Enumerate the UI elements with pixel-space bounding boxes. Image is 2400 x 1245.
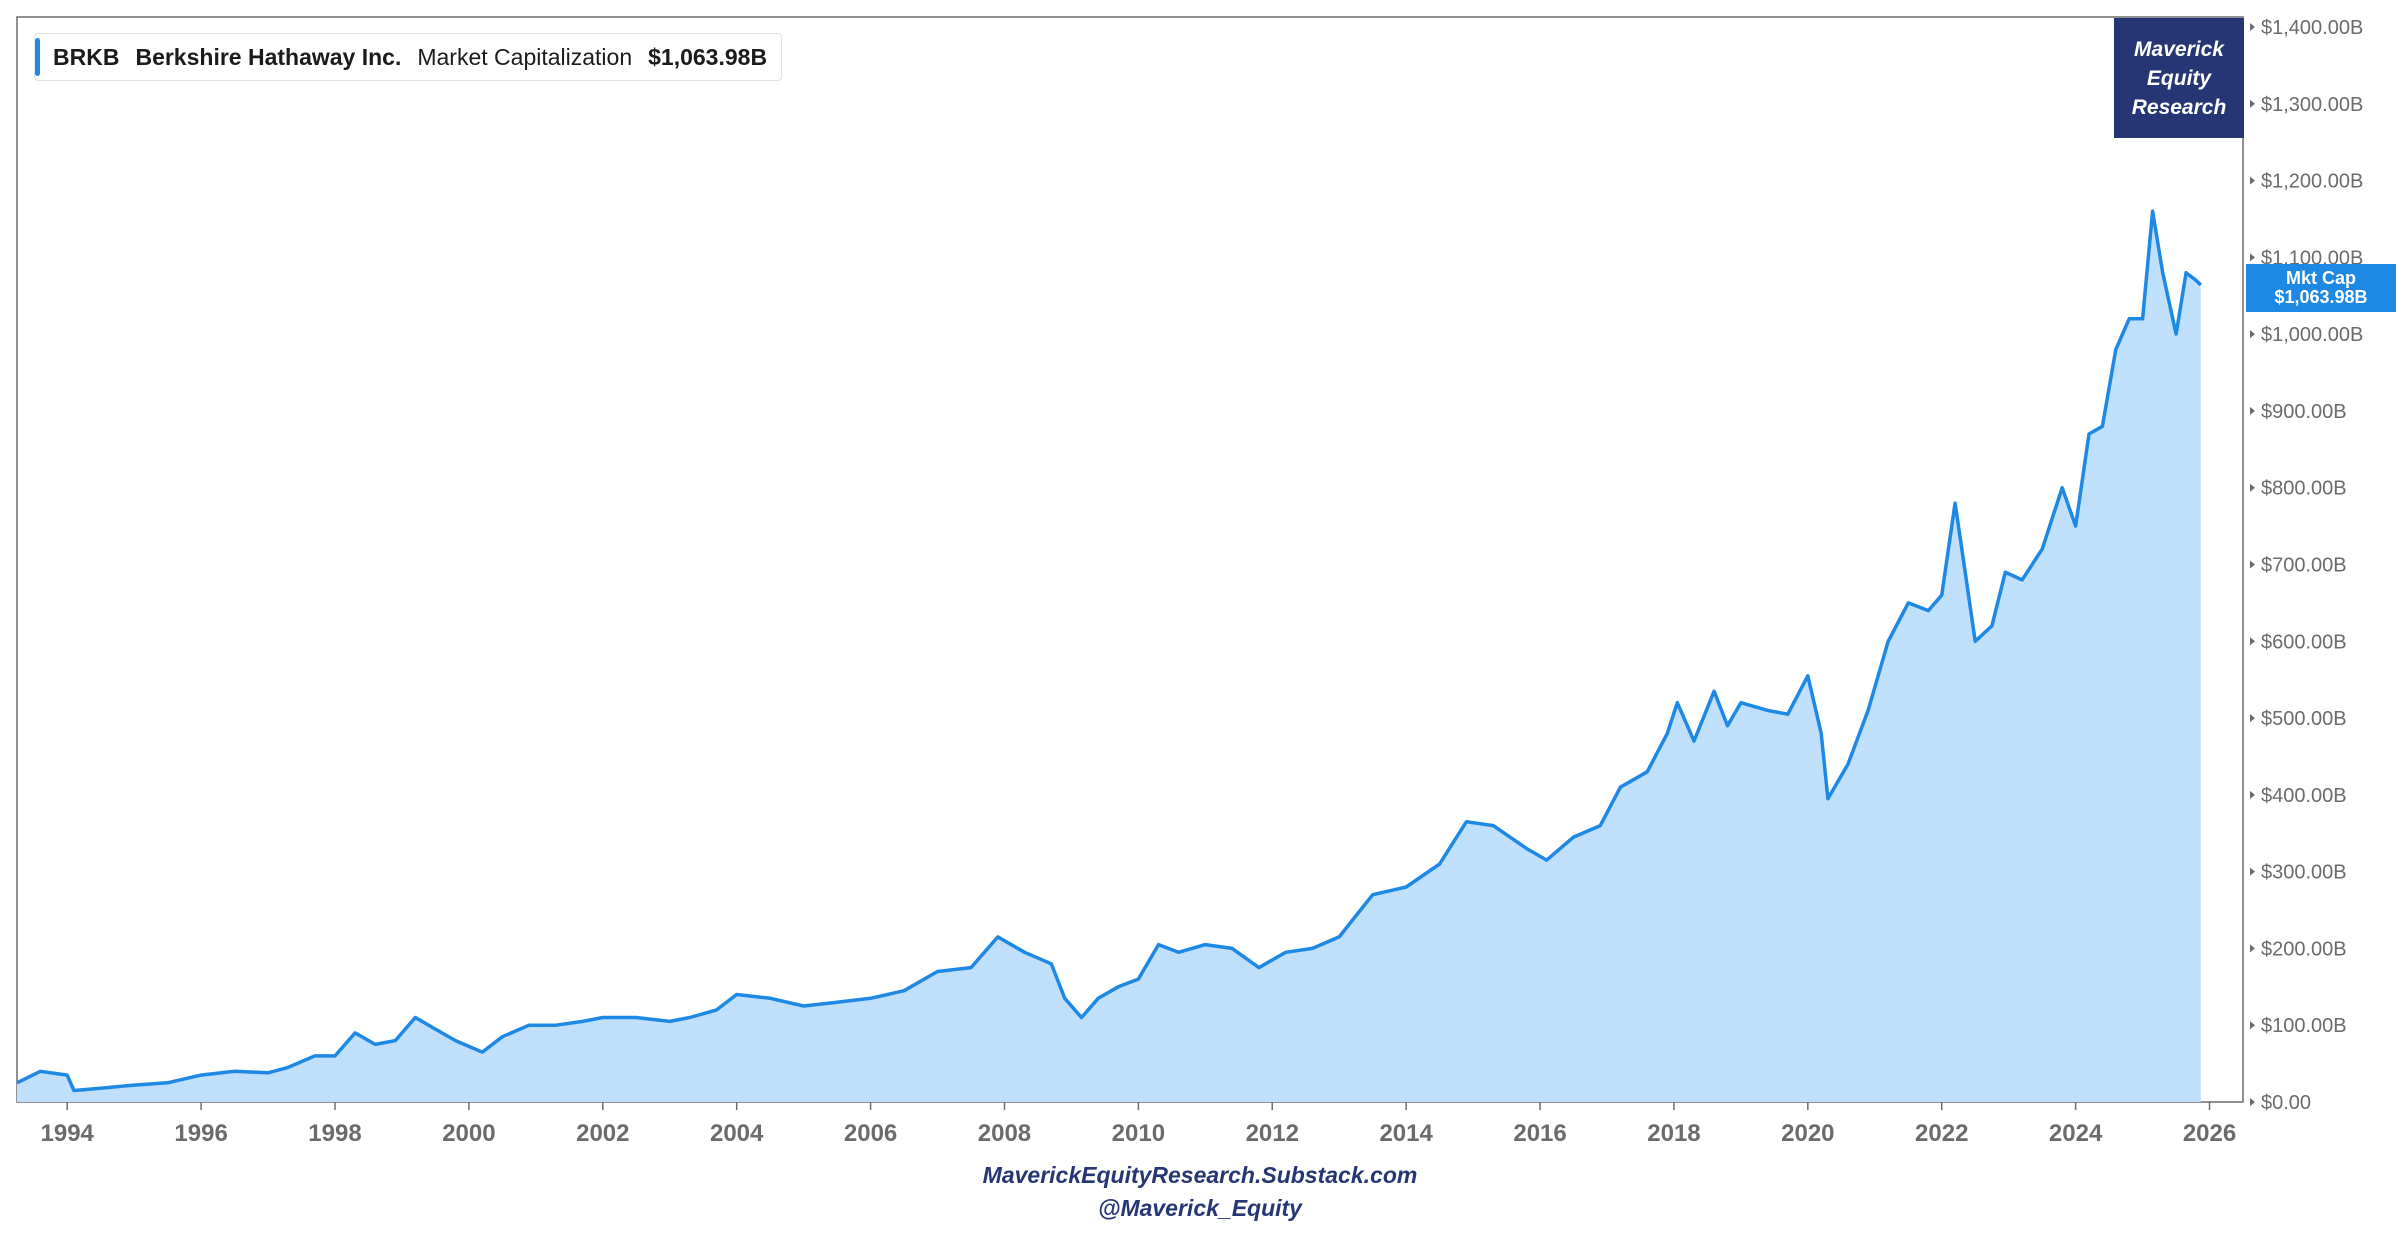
y-tick-label: $1,300.00B (2261, 94, 2363, 116)
y-tick-mark (2250, 253, 2255, 262)
series-area-fill (17, 211, 2201, 1103)
x-tick-label: 2016 (1513, 1120, 1566, 1147)
y-tick-mark (2250, 406, 2255, 415)
footer-handle: @Maverick_Equity (1098, 1195, 1302, 1221)
y-tick-label: $400.00B (2261, 785, 2347, 807)
last-value-tag-label: Mkt Cap (2285, 268, 2356, 288)
legend-company: Berkshire Hathaway Inc. (135, 43, 402, 70)
x-tick-label: 2010 (1112, 1120, 1165, 1147)
y-tick-mark (2250, 790, 2255, 799)
y-tick-mark (2250, 944, 2255, 953)
legend-value: $1,063.98B (648, 43, 768, 70)
x-tick-label: 2000 (442, 1120, 495, 1147)
series-line (16, 209, 2203, 1093)
y-tick-mark (2250, 23, 2255, 31)
legend-metric: Market Capitalization (417, 43, 633, 70)
y-tick-label: $300.00B (2261, 862, 2347, 884)
last-value-tag-value: $1,063.98B (2274, 287, 2368, 307)
brand-line-1: Maverick (2134, 37, 2224, 61)
brand-line-3: Research (2131, 95, 2227, 119)
y-tick-label: $600.00B (2261, 631, 2347, 653)
x-tick-label: 2002 (576, 1120, 629, 1147)
y-tick-mark (2250, 483, 2255, 492)
chart-legend: BRKB Berkshire Hathaway Inc. Market Capi… (34, 33, 783, 81)
y-tick-mark (2250, 99, 2255, 108)
legend-accent-bar (35, 38, 40, 76)
area-layer (17, 211, 2201, 1103)
footer-website: MaverickEquityResearch.Substack.com (982, 1162, 1418, 1188)
y-tick-mark (2250, 637, 2255, 646)
y-tick-label: $1,200.00B (2261, 171, 2363, 193)
x-tick-label: 2018 (1647, 1120, 1700, 1147)
x-tick-label: 2008 (978, 1120, 1031, 1147)
y-tick-mark (2250, 867, 2255, 876)
y-tick-mark (2250, 330, 2255, 339)
last-value-tag: Mkt Cap $1,063.98B (2246, 264, 2396, 312)
y-tick-label: $1,000.00B (2261, 324, 2363, 346)
y-tick-mark (2250, 714, 2255, 723)
y-tick-label: $500.00B (2261, 708, 2347, 730)
x-tick-label: 2012 (1246, 1120, 1299, 1147)
brand-logo-box: Maverick Equity Research (2114, 18, 2244, 138)
y-tick-label: $900.00B (2261, 401, 2347, 423)
y-tick-label: $700.00B (2261, 555, 2347, 577)
y-tick-mark (2250, 1021, 2255, 1030)
x-tick-label: 2024 (2049, 1120, 2103, 1147)
x-tick-label: 2014 (1379, 1120, 1433, 1147)
y-tick-label: $200.00B (2261, 938, 2347, 960)
legend-ticker: BRKB (53, 43, 120, 70)
y-axis: $0.00 $100.00B $200.00B $300.00B $400.00B $50… (2250, 17, 2363, 1114)
x-tick-label: 2004 (710, 1120, 764, 1147)
y-tick-mark (2250, 176, 2255, 185)
y-tick-label: $100.00B (2261, 1015, 2347, 1037)
x-tick-label: 2020 (1781, 1120, 1834, 1147)
y-tick-mark (2250, 1098, 2255, 1106)
x-tick-label: 2006 (844, 1120, 897, 1147)
line-layer (16, 209, 2203, 1093)
y-tick-label: $800.00B (2261, 478, 2347, 500)
x-axis: 1994 1996 1998 2000 2002 2004 2006 2008 2010 2012… (41, 1102, 2236, 1147)
x-tick-label: 1994 (41, 1120, 95, 1147)
x-tick-label: 2026 (2183, 1120, 2236, 1147)
y-tick-label: $0.00 (2261, 1092, 2311, 1114)
y-tick-mark (2250, 560, 2255, 569)
x-tick-label: 1998 (308, 1120, 361, 1147)
y-tick-label: $1,400.00B (2261, 17, 2363, 39)
x-tick-label: 2022 (1915, 1120, 1968, 1147)
brand-line-2: Equity (2146, 66, 2212, 90)
y-tick-label: $1,100.00B (2261, 247, 2363, 269)
x-tick-label: 1996 (174, 1120, 227, 1147)
